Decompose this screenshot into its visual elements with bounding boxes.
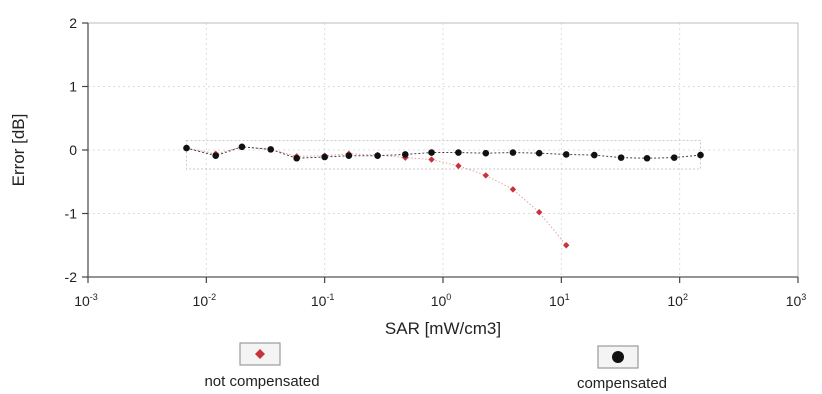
data-point-not-compensated <box>455 162 462 170</box>
data-point-compensated <box>670 154 678 161</box>
series <box>183 143 704 249</box>
data-point-compensated <box>509 149 517 156</box>
y-tick-label: 1 <box>69 79 77 95</box>
data-point-compensated <box>321 153 328 161</box>
x-tick-label: 10-1 <box>311 292 335 309</box>
data-point-compensated <box>212 152 220 160</box>
legend-diamond-marker <box>255 349 265 359</box>
legend-circle-marker <box>612 351 624 363</box>
series-compensated <box>183 143 704 162</box>
y-axis-title: Error [dB] <box>9 114 28 187</box>
data-point-compensated <box>374 152 381 160</box>
data-point-compensated <box>428 149 435 156</box>
y-tick-label: 0 <box>69 142 77 158</box>
data-point-compensated <box>591 151 598 159</box>
legend-item-not-compensated: not compensated <box>204 342 320 390</box>
y-tick-label: -1 <box>65 206 78 222</box>
data-point-compensated <box>617 154 625 161</box>
data-point-compensated <box>482 149 490 157</box>
legend-label-compensated: compensated <box>577 375 667 392</box>
x-tick-label: 101 <box>549 292 570 309</box>
data-point-not-compensated <box>535 209 543 216</box>
x-tick-label: 10-3 <box>74 292 98 309</box>
data-point-compensated <box>238 143 246 151</box>
data-point-compensated <box>183 144 190 152</box>
x-tick-label: 102 <box>667 292 688 309</box>
data-point-compensated <box>293 154 300 162</box>
x-axis-title: SAR [mW/cm3] <box>385 319 501 338</box>
x-tick-label: 10-2 <box>193 292 217 309</box>
data-point-not-compensated <box>509 186 517 193</box>
data-point-compensated <box>643 154 651 162</box>
series-line-not-compensated <box>186 146 567 246</box>
legend: not compensated compensated <box>204 342 667 392</box>
data-point-not-compensated <box>563 242 570 249</box>
y-tick-label: 2 <box>69 15 77 31</box>
data-point-compensated <box>455 149 462 156</box>
data-point-compensated <box>401 151 409 158</box>
series-not-compensated <box>183 143 570 249</box>
legend-item-compensated: compensated <box>577 345 667 392</box>
data-point-not-compensated <box>482 172 490 179</box>
data-point-compensated <box>535 149 543 157</box>
legend-label-not-compensated: not compensated <box>204 373 319 390</box>
data-point-compensated <box>267 146 275 153</box>
data-point-compensated <box>697 151 704 159</box>
data-point-not-compensated <box>428 156 435 163</box>
uncertainty-band <box>186 139 702 170</box>
y-tick-label: -2 <box>65 269 78 285</box>
data-point-compensated <box>562 151 570 158</box>
data-point-compensated <box>345 152 353 160</box>
x-tick-label: 103 <box>786 292 807 309</box>
x-tick-label: 100 <box>431 292 452 309</box>
